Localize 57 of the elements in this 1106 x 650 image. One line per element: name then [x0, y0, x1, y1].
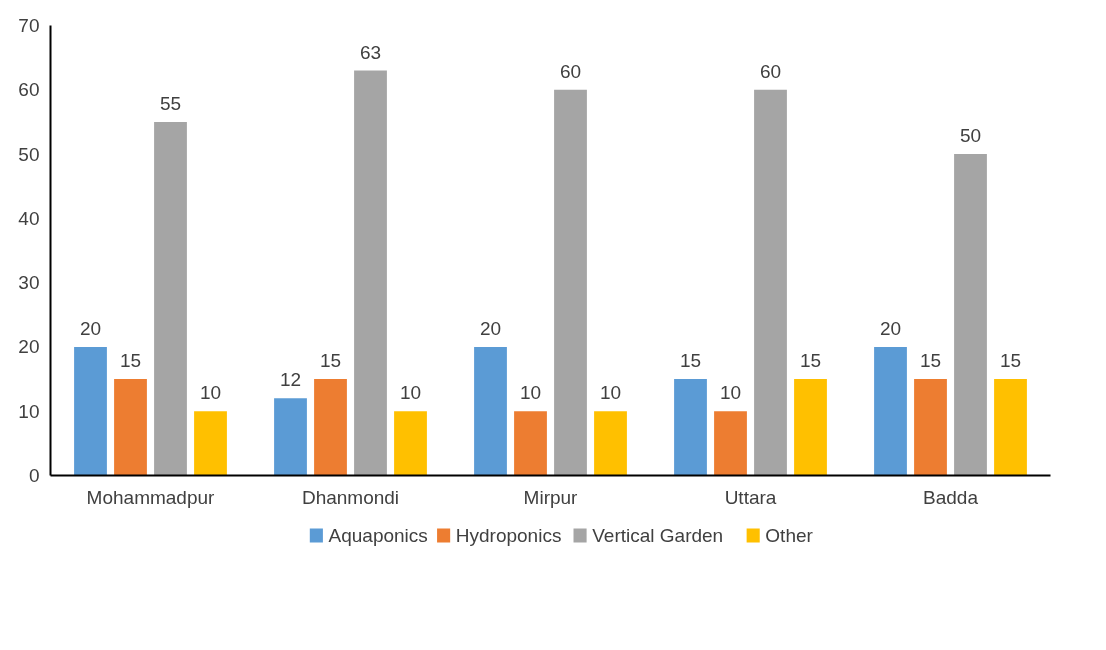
bar — [394, 411, 427, 476]
bar — [674, 379, 707, 476]
data-label: 15 — [999, 350, 1022, 372]
bar — [594, 411, 627, 476]
y-tick-label: 0 — [28, 465, 40, 486]
data-label: 55 — [159, 92, 182, 114]
x-tick-label: Dhanmondi — [301, 486, 400, 508]
data-label: 10 — [399, 382, 422, 404]
bar — [754, 89, 787, 476]
bar — [794, 379, 827, 476]
x-tick-label: Mirpur — [523, 486, 579, 508]
x-tick-label: Mohammadpur — [86, 486, 216, 508]
bar — [714, 411, 747, 476]
y-tick-label: 60 — [18, 79, 40, 101]
data-label: 50 — [959, 125, 982, 147]
bar — [354, 70, 387, 476]
legend-label: Other — [765, 525, 814, 546]
y-tick-label: 10 — [18, 400, 40, 422]
bar — [554, 89, 587, 476]
data-label: 20 — [479, 317, 502, 339]
bar — [874, 346, 907, 476]
data-label: 63 — [359, 41, 382, 63]
bar — [954, 154, 987, 476]
bar — [514, 411, 547, 476]
bar — [74, 346, 107, 476]
data-label: 20 — [79, 317, 102, 339]
data-label: 15 — [679, 350, 702, 372]
y-tick-label: 50 — [18, 143, 40, 165]
bar — [914, 379, 947, 476]
data-label: 15 — [799, 350, 822, 372]
bar — [274, 398, 307, 476]
legend-label: Aquaponics — [328, 525, 428, 546]
data-label: 10 — [199, 382, 222, 404]
data-label: 60 — [559, 60, 582, 82]
x-tick-label: Badda — [923, 486, 979, 508]
data-label: 10 — [719, 382, 742, 404]
y-tick-label: 70 — [18, 15, 40, 36]
data-label: 10 — [599, 382, 622, 404]
bar — [474, 346, 507, 476]
bar — [114, 379, 147, 476]
bar — [194, 411, 227, 476]
bar — [154, 121, 187, 476]
y-tick-label: 30 — [18, 272, 40, 294]
data-label: 60 — [759, 60, 782, 82]
data-label: 20 — [879, 317, 902, 339]
bar — [314, 379, 347, 476]
x-tick-label: Uttara — [724, 486, 777, 508]
legend-label: Vertical Garden — [592, 525, 724, 546]
legend-label: Hydroponics — [455, 525, 562, 546]
bar — [994, 379, 1027, 476]
data-label: 12 — [279, 369, 302, 391]
data-label: 15 — [919, 350, 942, 372]
y-tick-label: 40 — [18, 207, 40, 229]
data-label: 15 — [319, 350, 342, 372]
data-label: 15 — [119, 350, 142, 372]
data-label: 10 — [519, 382, 542, 404]
y-tick-label: 20 — [18, 336, 40, 358]
